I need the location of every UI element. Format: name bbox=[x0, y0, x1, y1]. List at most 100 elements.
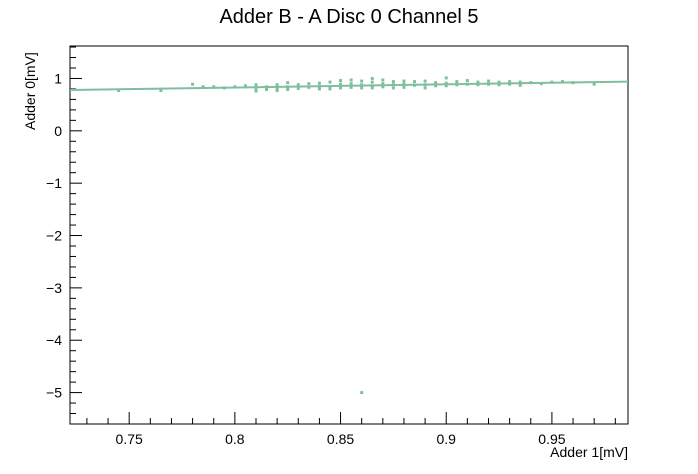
data-point bbox=[455, 83, 459, 87]
x-axis-label: Adder 1[mV] bbox=[550, 444, 628, 460]
x-tick-label: 0.75 bbox=[116, 431, 143, 447]
data-point bbox=[328, 85, 332, 89]
data-point bbox=[465, 82, 469, 86]
y-tick-label: −5 bbox=[46, 385, 62, 401]
data-point bbox=[508, 80, 512, 84]
data-point bbox=[518, 83, 522, 87]
data-point bbox=[529, 81, 533, 85]
data-point bbox=[391, 80, 395, 84]
data-point bbox=[222, 86, 226, 90]
data-point bbox=[265, 87, 269, 91]
y-tick-label: −3 bbox=[46, 280, 62, 296]
x-tick-label: 0.85 bbox=[327, 431, 354, 447]
data-point bbox=[455, 80, 459, 84]
data-point bbox=[296, 83, 300, 87]
x-tick-label: 0.9 bbox=[436, 431, 456, 447]
data-point bbox=[381, 78, 385, 82]
y-tick-label: −4 bbox=[46, 332, 62, 348]
x-tick-label: 0.8 bbox=[225, 431, 245, 447]
data-point bbox=[286, 87, 290, 91]
data-point bbox=[370, 84, 374, 88]
data-point bbox=[402, 85, 406, 89]
data-point bbox=[317, 81, 321, 85]
data-point bbox=[402, 79, 406, 83]
data-point bbox=[476, 83, 480, 87]
x-tick-label: 0.95 bbox=[538, 431, 565, 447]
data-point bbox=[286, 85, 290, 89]
data-point bbox=[275, 87, 279, 91]
data-point bbox=[307, 82, 311, 86]
data-point bbox=[265, 85, 269, 89]
data-point bbox=[349, 82, 353, 86]
data-point bbox=[370, 80, 374, 84]
data-point bbox=[423, 83, 427, 87]
data-point bbox=[360, 391, 364, 395]
data-point bbox=[117, 89, 121, 93]
data-point bbox=[296, 86, 300, 90]
data-point bbox=[413, 80, 417, 84]
data-point bbox=[339, 82, 343, 86]
data-point bbox=[487, 79, 490, 83]
data-point bbox=[592, 82, 596, 86]
data-point bbox=[508, 82, 512, 86]
data-point bbox=[254, 89, 258, 93]
data-point bbox=[360, 79, 364, 83]
data-point bbox=[391, 86, 395, 90]
data-point bbox=[550, 80, 554, 84]
data-point bbox=[254, 83, 258, 87]
data-point bbox=[275, 83, 279, 87]
data-point bbox=[370, 86, 374, 90]
y-tick-label: −1 bbox=[46, 175, 62, 191]
y-tick-label: 0 bbox=[54, 123, 62, 139]
data-point bbox=[381, 82, 385, 86]
data-point bbox=[339, 86, 343, 90]
data-point bbox=[233, 85, 237, 89]
data-point bbox=[317, 87, 321, 91]
data-point bbox=[381, 85, 385, 89]
data-point bbox=[413, 83, 417, 87]
data-point bbox=[497, 83, 501, 87]
y-tick-label: 1 bbox=[54, 70, 62, 86]
data-point bbox=[444, 81, 448, 85]
data-point bbox=[370, 76, 374, 80]
data-point bbox=[286, 81, 290, 85]
data-point bbox=[423, 79, 427, 83]
data-point bbox=[434, 84, 438, 88]
data-point bbox=[243, 84, 247, 88]
data-point bbox=[539, 82, 543, 86]
data-point bbox=[444, 84, 448, 88]
data-point bbox=[571, 81, 575, 85]
chart-title: Adder B - A Disc 0 Channel 5 bbox=[219, 6, 479, 28]
data-point bbox=[201, 85, 205, 89]
data-point bbox=[402, 82, 406, 86]
data-point bbox=[434, 81, 438, 85]
plot-frame bbox=[69, 45, 629, 425]
data-point bbox=[159, 89, 163, 93]
data-point bbox=[465, 79, 469, 83]
data-point bbox=[476, 80, 480, 84]
data-point bbox=[560, 80, 564, 84]
data-point bbox=[360, 83, 364, 87]
data-point bbox=[360, 86, 364, 90]
y-axis-label: Adder 0[mV] bbox=[22, 52, 38, 130]
data-point bbox=[349, 78, 353, 82]
y-tick-label: −2 bbox=[46, 228, 62, 244]
data-point bbox=[423, 86, 427, 90]
data-point bbox=[497, 80, 501, 84]
data-point bbox=[518, 80, 522, 84]
data-point bbox=[328, 80, 332, 84]
data-point bbox=[254, 87, 258, 91]
data-point bbox=[339, 79, 343, 83]
data-point bbox=[328, 87, 332, 91]
data-point bbox=[487, 82, 490, 86]
data-point bbox=[212, 85, 216, 89]
data-point bbox=[391, 83, 395, 87]
data-point bbox=[349, 85, 353, 89]
data-point bbox=[444, 76, 448, 80]
data-point bbox=[191, 82, 195, 86]
data-point bbox=[275, 89, 279, 93]
fit-line bbox=[69, 80, 629, 91]
data-point bbox=[317, 84, 321, 88]
data-point bbox=[307, 85, 311, 89]
